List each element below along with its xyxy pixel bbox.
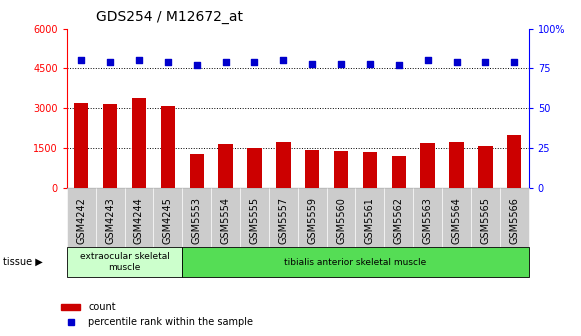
Text: tissue ▶: tissue ▶ <box>3 257 42 267</box>
Bar <box>334 151 348 188</box>
Text: GSM4242: GSM4242 <box>76 197 86 244</box>
Legend: count, percentile rank within the sample: count, percentile rank within the sample <box>57 298 257 331</box>
Point <box>394 62 403 68</box>
Point <box>221 59 230 65</box>
Point <box>510 59 519 65</box>
Bar <box>248 148 261 188</box>
Bar <box>507 135 522 188</box>
Bar <box>421 143 435 188</box>
Point <box>279 58 288 63</box>
Bar <box>160 106 175 188</box>
Point <box>250 59 259 65</box>
Text: GSM4243: GSM4243 <box>105 197 115 244</box>
Point <box>365 61 375 67</box>
Bar <box>103 104 117 188</box>
Text: GSM5562: GSM5562 <box>394 197 404 244</box>
Point <box>423 58 432 63</box>
Bar <box>218 144 233 188</box>
Point <box>480 59 490 65</box>
Bar <box>392 156 406 188</box>
Text: GSM5561: GSM5561 <box>365 197 375 244</box>
Text: GSM5557: GSM5557 <box>278 197 288 244</box>
Bar <box>478 145 493 188</box>
Point <box>77 58 86 63</box>
Text: GSM5564: GSM5564 <box>451 197 461 244</box>
Point <box>106 59 115 65</box>
Point <box>452 59 461 65</box>
Point <box>134 58 144 63</box>
Text: tibialis anterior skeletal muscle: tibialis anterior skeletal muscle <box>284 258 426 266</box>
Text: GSM5555: GSM5555 <box>249 197 260 244</box>
Text: GSM5554: GSM5554 <box>221 197 231 244</box>
Point <box>163 59 173 65</box>
Text: GSM5553: GSM5553 <box>192 197 202 244</box>
Bar <box>74 102 88 188</box>
Text: GDS254 / M12672_at: GDS254 / M12672_at <box>96 10 243 24</box>
Text: GSM5559: GSM5559 <box>307 197 317 244</box>
Bar <box>363 152 377 188</box>
Text: extraocular skeletal
muscle: extraocular skeletal muscle <box>80 252 170 272</box>
Bar <box>276 141 290 188</box>
Bar <box>449 141 464 188</box>
Bar <box>132 98 146 188</box>
Point <box>192 62 202 68</box>
Text: GSM5563: GSM5563 <box>422 197 433 244</box>
Bar <box>305 150 320 188</box>
Text: GSM5565: GSM5565 <box>480 197 490 244</box>
Point <box>336 61 346 67</box>
Text: GSM5566: GSM5566 <box>510 197 519 244</box>
Point <box>307 61 317 67</box>
Text: GSM4245: GSM4245 <box>163 197 173 244</box>
Text: GSM5560: GSM5560 <box>336 197 346 244</box>
Bar <box>189 154 204 188</box>
Text: GSM4244: GSM4244 <box>134 197 144 244</box>
